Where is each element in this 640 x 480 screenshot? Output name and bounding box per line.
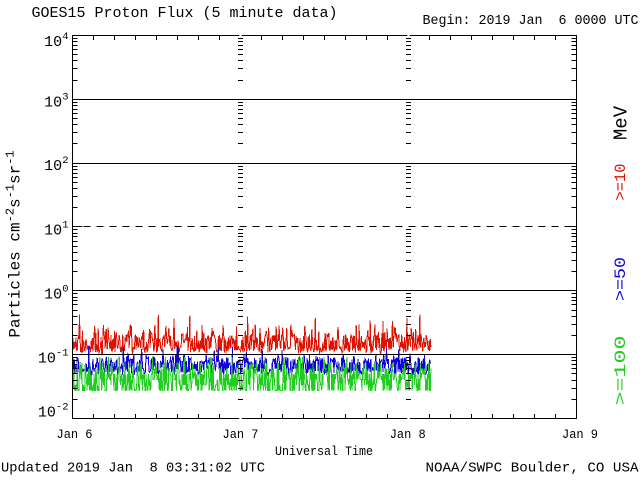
svg-text:Jan 7: Jan 7 bbox=[223, 427, 259, 442]
svg-text:Particles cm-2s-1sr-1: Particles cm-2s-1sr-1 bbox=[4, 150, 25, 337]
svg-text:Jan 6: Jan 6 bbox=[57, 427, 93, 442]
svg-text:NOAA/SWPC Boulder, CO USA: NOAA/SWPC Boulder, CO USA bbox=[426, 461, 640, 477]
svg-text:>=10: >=10 bbox=[612, 164, 630, 201]
svg-text:Jan 8: Jan 8 bbox=[390, 427, 426, 442]
svg-text:>=100: >=100 bbox=[612, 336, 630, 406]
svg-text:Jan 9: Jan 9 bbox=[562, 427, 598, 442]
svg-text:Begin: 2019 Jan 6 0000 UTC: Begin: 2019 Jan 6 0000 UTC bbox=[423, 13, 639, 29]
svg-text:MeV: MeV bbox=[610, 105, 632, 140]
svg-text:>=50: >=50 bbox=[612, 257, 630, 301]
svg-text:Universal Time: Universal Time bbox=[275, 444, 373, 459]
svg-text:Updated 2019 Jan 8 03:31:02 U: Updated 2019 Jan 8 03:31:02 UTC bbox=[1, 461, 265, 477]
svg-text:GOES15 Proton Flux (5 minute d: GOES15 Proton Flux (5 minute data) bbox=[32, 5, 338, 22]
